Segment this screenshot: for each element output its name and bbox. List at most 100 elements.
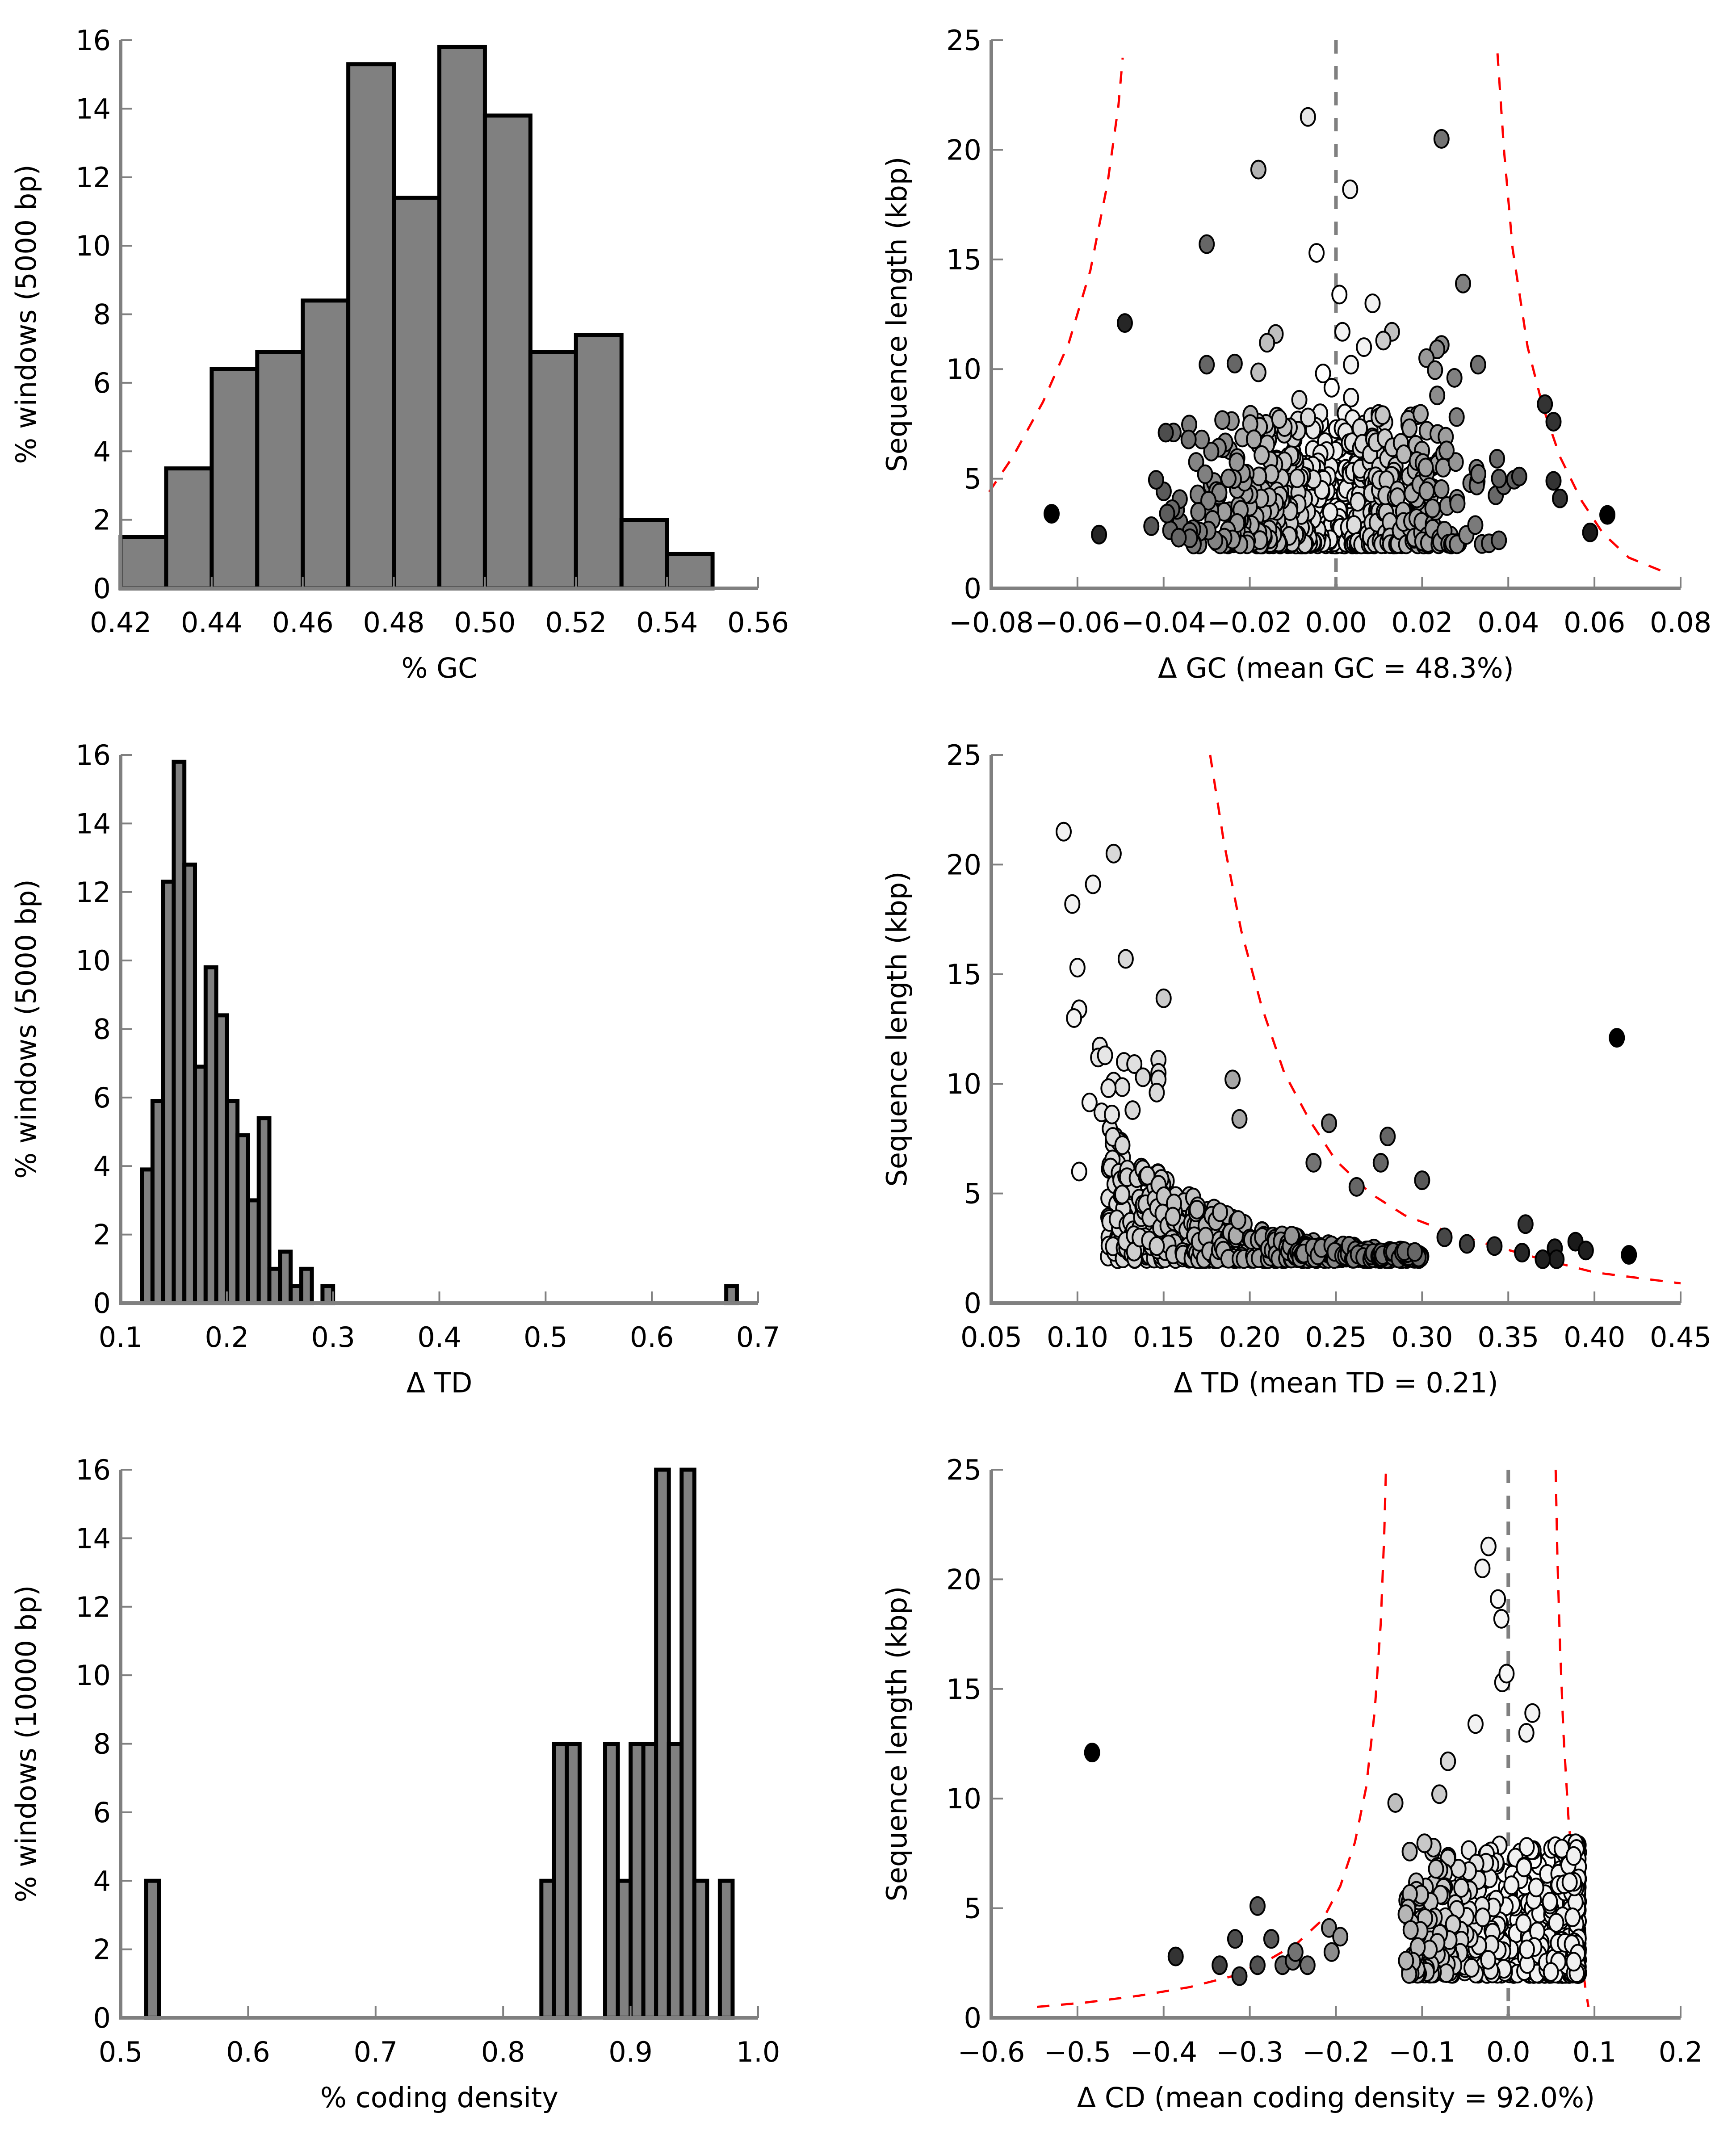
scatter-point bbox=[1459, 1234, 1475, 1254]
scatter-point bbox=[1149, 1082, 1165, 1103]
x-tick-label: −0.1 bbox=[1388, 2036, 1456, 2068]
x-axis-title: % coding density bbox=[320, 2081, 558, 2114]
scatter-point bbox=[1548, 1913, 1564, 1933]
x-tick-label: 0.48 bbox=[363, 606, 425, 639]
scatter-point bbox=[1350, 492, 1366, 512]
x-tick-label: 0.6 bbox=[226, 2036, 270, 2068]
scatter-point bbox=[1200, 490, 1216, 511]
x-axis-title: % GC bbox=[402, 652, 478, 684]
panel-gc-scatter: 0 5 10 15 20 25 −0.08 −0.06 −0.04 −0.02 0.00 0.02 0.… bbox=[881, 24, 1711, 684]
scatter-point bbox=[1194, 429, 1210, 449]
scatter-point bbox=[1069, 958, 1086, 978]
scatter-point bbox=[1380, 1126, 1396, 1146]
scatter-point bbox=[1114, 1077, 1131, 1097]
scatter-point bbox=[1582, 522, 1598, 542]
scatter-point bbox=[1230, 1210, 1246, 1230]
scatter-point bbox=[1199, 355, 1215, 375]
histogram-bar bbox=[437, 45, 487, 591]
y-axis-title: % windows (5000 bp) bbox=[10, 164, 42, 464]
x-tick-label: 0.5 bbox=[99, 2036, 143, 2068]
scatter-point bbox=[1085, 874, 1101, 894]
scatter-point bbox=[1167, 1946, 1184, 1966]
scatter-point bbox=[1356, 337, 1372, 357]
threshold-curve-right bbox=[1496, 53, 1662, 572]
y-tick-label: 4 bbox=[93, 1865, 111, 1897]
scatter-point bbox=[1387, 1793, 1404, 1813]
scatter-point bbox=[1565, 1952, 1582, 1972]
scatter-point bbox=[1548, 1249, 1565, 1269]
scatter-point bbox=[1537, 394, 1553, 414]
scatter-point bbox=[1561, 1872, 1578, 1892]
scatter-point bbox=[1460, 1840, 1477, 1860]
y-tick-label: 0 bbox=[964, 572, 981, 605]
x-tick-label: −0.08 bbox=[949, 606, 1034, 639]
x-tick-label: 0.08 bbox=[1650, 606, 1711, 639]
panel-gc-histogram: 0 2 4 6 8 10 12 14 16 0.42 0.44 0.46 0.48 0.50 0.52 0.5… bbox=[10, 24, 789, 684]
scatter-point bbox=[1599, 505, 1616, 525]
histogram-bar bbox=[482, 113, 533, 591]
scatter-point bbox=[1448, 407, 1465, 427]
scatter-point bbox=[1289, 468, 1305, 488]
histogram-bar bbox=[528, 350, 578, 591]
x-tick-label: 0.8 bbox=[481, 2036, 525, 2068]
scatter-point bbox=[1545, 411, 1562, 432]
x-tick-label: 0.1 bbox=[1572, 2036, 1617, 2068]
histogram-bar bbox=[164, 466, 214, 591]
y-tick-label: 8 bbox=[93, 298, 111, 331]
scatter-point bbox=[1609, 1028, 1625, 1048]
x-tick-label: 0.00 bbox=[1305, 606, 1367, 639]
scatter-point bbox=[1249, 1955, 1266, 1975]
scatter-point bbox=[1372, 1153, 1389, 1173]
scatter-point bbox=[1375, 331, 1392, 351]
scatter-point bbox=[1124, 1100, 1141, 1120]
scatter-point bbox=[1212, 1955, 1228, 1975]
scatter-point bbox=[1315, 364, 1331, 384]
scatter-point bbox=[1114, 1184, 1131, 1204]
scatter-point bbox=[1071, 1161, 1087, 1182]
y-tick-label: 20 bbox=[946, 134, 981, 166]
scatter-point bbox=[1212, 1202, 1229, 1222]
y-tick-label: 8 bbox=[93, 1013, 111, 1046]
scatter-point bbox=[1433, 479, 1450, 499]
scatter-point bbox=[1066, 1008, 1082, 1028]
scatter-point bbox=[1159, 503, 1175, 524]
scatter-point bbox=[1516, 1857, 1532, 1878]
scatter-point bbox=[1414, 1170, 1430, 1191]
x-tick-label: 0.04 bbox=[1477, 606, 1539, 639]
scatter-point bbox=[1346, 515, 1362, 535]
panel-cd-histogram: 0 2 4 6 8 10 12 14 16 0.5 0.6 0.7 0.8 0.9 1.0 % coding … bbox=[10, 1454, 780, 2114]
scatter-point bbox=[1231, 1109, 1248, 1129]
x-tick-label: 0.42 bbox=[90, 606, 151, 639]
scatter-point bbox=[1564, 1907, 1581, 1927]
scatter-point bbox=[1271, 409, 1287, 429]
x-tick-label: −0.5 bbox=[1044, 2036, 1111, 2068]
x-tick-label: −0.02 bbox=[1208, 606, 1292, 639]
scatter-point bbox=[1491, 530, 1507, 550]
scatter-point bbox=[1374, 405, 1391, 425]
scatter-point bbox=[1105, 843, 1122, 864]
histogram-bar bbox=[717, 1878, 735, 2020]
threshold-curve-left bbox=[988, 58, 1124, 493]
scatter-point bbox=[1300, 107, 1316, 127]
scatter-point bbox=[1402, 1920, 1419, 1940]
y-tick-label: 16 bbox=[75, 739, 111, 771]
y-tick-label: 10 bbox=[946, 1782, 981, 1815]
scatter-point bbox=[1116, 313, 1133, 333]
y-axis-title: Sequence length (kbp) bbox=[881, 872, 913, 1187]
x-tick-label: 0.1 bbox=[99, 1321, 143, 1354]
y-axis-title: % windows (10000 bp) bbox=[10, 1585, 42, 1903]
scatter-point bbox=[1157, 423, 1174, 443]
y-tick-label: 5 bbox=[964, 1892, 981, 1925]
x-tick-label: 0.56 bbox=[727, 606, 789, 639]
y-tick-label: 8 bbox=[93, 1728, 111, 1761]
scatter-point bbox=[1188, 452, 1204, 472]
y-tick-label: 6 bbox=[93, 1796, 111, 1829]
y-tick-label: 14 bbox=[75, 92, 111, 125]
x-tick-label: 0.2 bbox=[1659, 2036, 1703, 2068]
scatter-point bbox=[1104, 1104, 1120, 1124]
histogram-bar bbox=[118, 535, 168, 591]
scatter-point bbox=[1490, 1589, 1506, 1609]
scatter-point bbox=[1117, 949, 1134, 969]
y-tick-label: 16 bbox=[75, 24, 111, 57]
scatter-point bbox=[1229, 452, 1245, 472]
